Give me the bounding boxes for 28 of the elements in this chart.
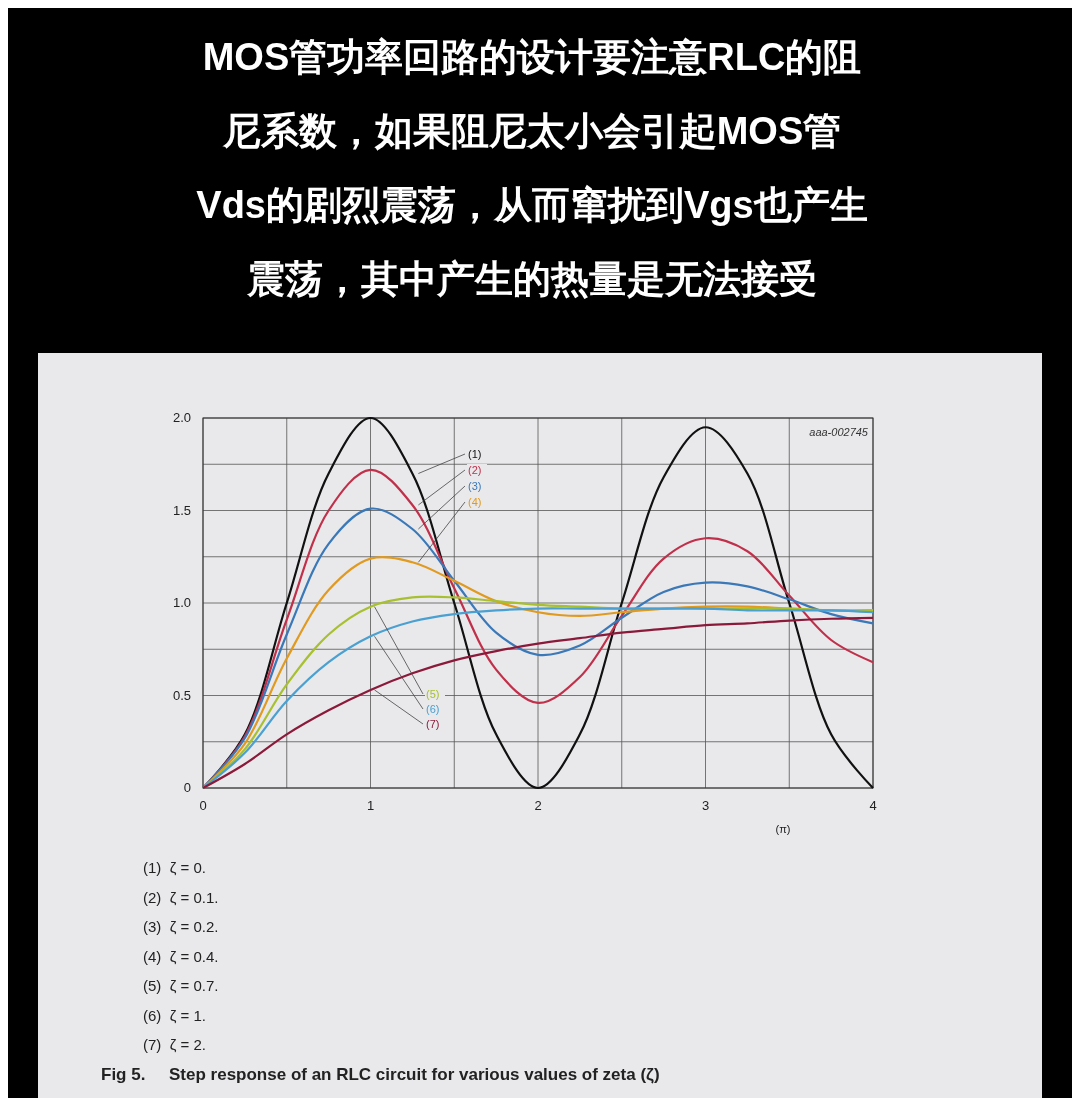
x-tick-label: 1 (366, 798, 375, 813)
y-tick-label: 2.0 (172, 410, 191, 425)
text: (1) (468, 448, 482, 460)
y-tick-label: 1.5 (172, 502, 191, 518)
caption: Fig 5. Step response of an RLC circuit for various values of zeta (ζ) (101, 1065, 660, 1084)
x-axis-title: (π) (775, 823, 791, 835)
text: (2) ζ = 0.1. (143, 888, 219, 906)
text: (3) ζ = 0.2. (143, 918, 219, 935)
x-tick-label: 0 (199, 798, 207, 813)
x-tick-label: 4 (869, 798, 877, 813)
text: (6) ζ = 1. (143, 1006, 206, 1024)
x-tick-label: 3 (701, 798, 710, 813)
annotation: aaa-002745 (809, 426, 869, 438)
text: (3) (468, 480, 482, 492)
text: (6) (426, 703, 440, 715)
chart-title: MOS管功率回路的设计要注意RLC的阻尼系数，如果阻尼太小会引起MOS管Vds的剧烈震荡，从而窜扰到Vgs也产生震荡，其中产生的热量是无法接受 (196, 36, 868, 300)
y-tick-label: 0 (183, 780, 191, 795)
text: (2) (468, 464, 482, 476)
y-tick-label: 1.0 (172, 595, 191, 610)
text: (4) ζ = 0.4. (143, 947, 219, 965)
text: (4) (468, 496, 482, 508)
x-tick-label: 2 (534, 798, 542, 813)
text: (7) ζ = 2. (143, 1036, 206, 1053)
y-tick-label: 0.5 (172, 687, 191, 703)
text: (5) (426, 688, 440, 700)
text: (1) ζ = 0. (143, 859, 206, 876)
text: (7) (426, 718, 440, 730)
text: (5) ζ = 0.7. (143, 977, 219, 994)
